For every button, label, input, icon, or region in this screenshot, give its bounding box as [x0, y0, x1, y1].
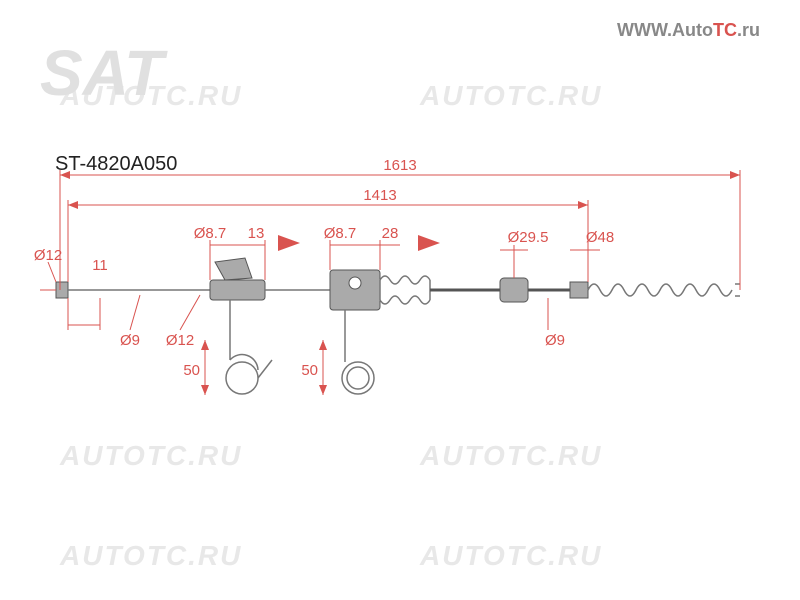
svg-text:Ø12: Ø12: [166, 332, 194, 349]
sleeve: [570, 282, 588, 298]
pointer-arrow-1: [278, 235, 300, 251]
svg-text:13: 13: [248, 225, 265, 242]
svg-text:Ø29.5: Ø29.5: [508, 229, 549, 246]
svg-text:Ø12: Ø12: [34, 247, 62, 264]
dim-sleeve: Ø48: [570, 229, 614, 282]
swage-stop: [500, 278, 528, 302]
dim-cable-right: Ø9: [545, 298, 565, 349]
hanging-spring-1: [226, 300, 272, 394]
bracket-1: [210, 280, 265, 300]
svg-text:Ø9: Ø9: [545, 332, 565, 349]
bracket-1-tab: [215, 258, 252, 280]
left-end-fitting: [56, 282, 68, 298]
coil-spring: [588, 284, 732, 296]
svg-text:1613: 1613: [383, 157, 416, 174]
dim-below-left: 11 Ø9 Ø12: [68, 257, 200, 349]
svg-text:50: 50: [183, 362, 200, 379]
pointer-arrow-2: [418, 235, 440, 251]
svg-text:28: 28: [382, 225, 399, 242]
svg-text:Ø8.7: Ø8.7: [324, 225, 357, 242]
bracket-2-hole: [349, 277, 361, 289]
svg-text:Ø8.7: Ø8.7: [194, 225, 227, 242]
drawing-svg: SAT ST-4820A050: [0, 0, 800, 600]
part-number: ST-4820A050: [55, 153, 177, 175]
boot: [380, 276, 430, 304]
bracket-2: [330, 270, 380, 310]
dim-spring2: 50: [301, 340, 327, 395]
svg-text:11: 11: [92, 257, 108, 274]
svg-text:Ø9: Ø9: [120, 332, 140, 349]
svg-text:50: 50: [301, 362, 318, 379]
svg-text:1413: 1413: [363, 187, 396, 204]
hanging-spring-2: [342, 310, 374, 394]
brand-logo: SAT: [40, 37, 168, 109]
dim-boot: Ø29.5: [500, 229, 548, 278]
dim-bracket2: Ø8.7 28: [324, 225, 400, 270]
dim-overall: 1613: [60, 157, 740, 290]
svg-text:Ø48: Ø48: [586, 229, 614, 246]
